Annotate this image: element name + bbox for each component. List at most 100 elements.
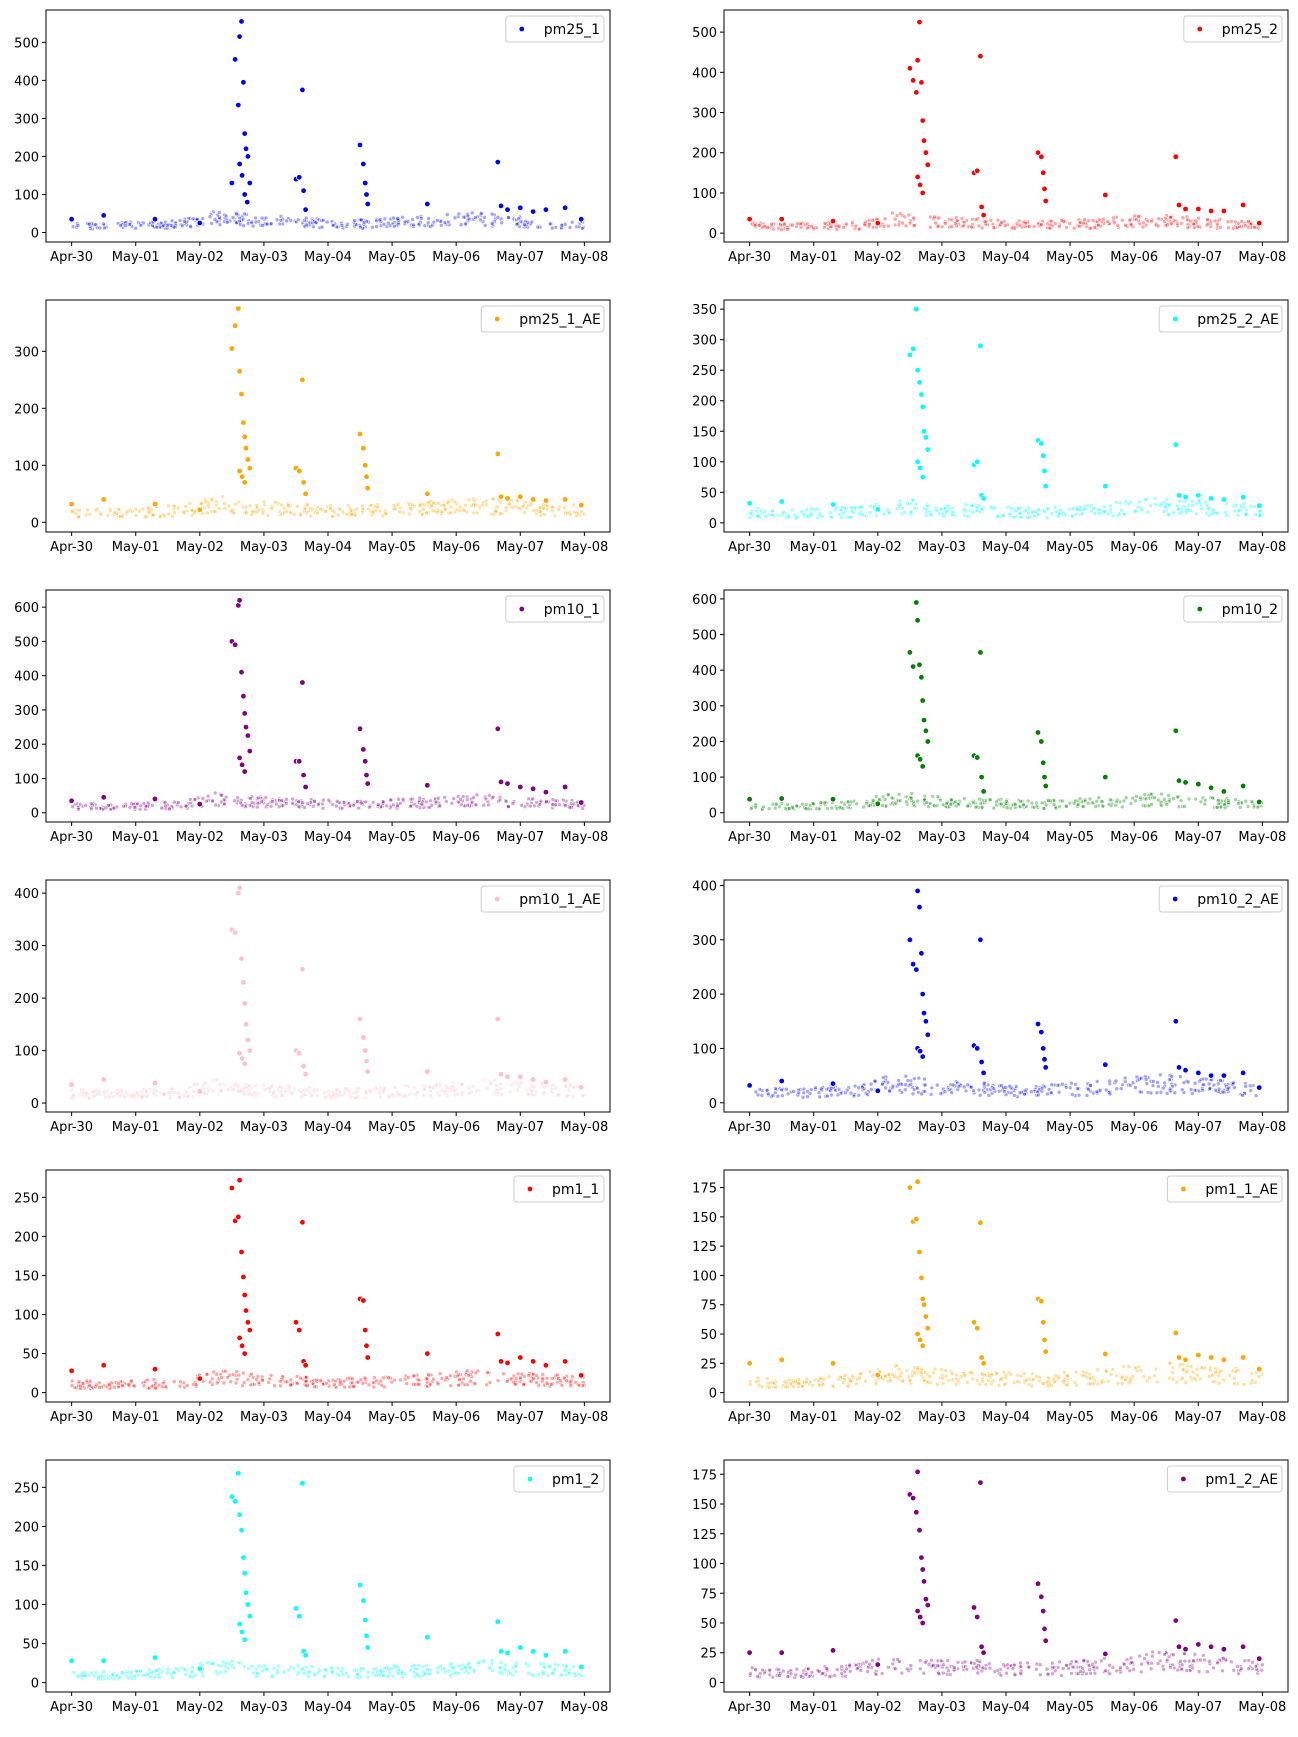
background-point	[516, 216, 522, 221]
background-point	[977, 1093, 983, 1098]
background-point	[366, 1382, 372, 1388]
background-point	[1134, 794, 1139, 799]
background-point	[1243, 1084, 1248, 1089]
data-point	[978, 773, 985, 781]
background-point	[796, 1381, 802, 1386]
background-point	[991, 504, 997, 510]
background-point	[284, 796, 289, 802]
background-point	[341, 1378, 347, 1384]
background-point	[1059, 218, 1064, 223]
background-point	[435, 1381, 441, 1387]
x-tick-label: May-01	[112, 250, 160, 265]
background-point	[507, 1089, 513, 1094]
y-tick-label: 250	[14, 1191, 39, 1206]
background-point	[856, 226, 862, 232]
background-point	[1139, 507, 1144, 513]
background-point	[547, 221, 553, 227]
background-point	[320, 805, 326, 811]
x-tick-label: May-08	[1238, 250, 1286, 265]
background-point	[384, 803, 390, 809]
background-point	[571, 502, 577, 508]
background-point	[1008, 1372, 1014, 1377]
background-point	[436, 795, 441, 801]
background-point	[489, 220, 495, 226]
background-point	[1198, 799, 1204, 805]
y-tick-label: 50	[700, 1328, 717, 1343]
data-point	[302, 783, 309, 791]
background-point	[1138, 1368, 1144, 1373]
background-point	[1023, 507, 1029, 513]
x-tick-label: May-03	[240, 830, 288, 845]
data-point	[151, 795, 159, 803]
data-point	[974, 458, 981, 465]
background-point	[445, 1093, 450, 1098]
background-point	[956, 1084, 962, 1089]
background-point	[822, 800, 828, 806]
background-point	[302, 805, 307, 810]
background-point	[982, 219, 988, 224]
background-point	[930, 794, 935, 799]
background-point	[1236, 801, 1241, 806]
background-point	[544, 1376, 550, 1381]
background-point	[307, 506, 313, 511]
background-point	[1147, 1375, 1152, 1380]
y-tick-label: 150	[692, 1498, 717, 1513]
data-point	[529, 208, 537, 215]
background-point	[782, 1379, 787, 1385]
background-point	[156, 1382, 162, 1388]
background-point	[69, 1378, 75, 1384]
background-point	[435, 1670, 441, 1675]
background-point	[849, 509, 854, 514]
background-point	[137, 806, 143, 812]
background-point	[1218, 225, 1223, 230]
background-point	[1143, 796, 1149, 802]
background-point	[965, 513, 970, 519]
background-point	[132, 804, 137, 810]
background-point	[542, 1085, 547, 1090]
legend: pm10_2	[1183, 595, 1283, 623]
background-point	[848, 799, 854, 805]
y-tick-label: 150	[692, 1211, 717, 1226]
background-point	[570, 1374, 575, 1379]
background-point	[827, 510, 833, 515]
legend-marker	[526, 1475, 534, 1483]
data-point	[494, 450, 501, 458]
background-point	[1041, 1381, 1046, 1386]
background-point	[459, 1666, 464, 1672]
background-point	[934, 507, 939, 513]
background-point	[348, 1094, 354, 1100]
background-point	[117, 514, 123, 519]
background-point	[807, 802, 813, 808]
background-point	[207, 214, 213, 220]
background-point	[127, 804, 133, 810]
background-point	[444, 212, 450, 217]
background-point	[1246, 1666, 1251, 1672]
background-point	[800, 1384, 805, 1389]
background-point	[836, 223, 842, 229]
background-point	[1034, 1667, 1039, 1672]
background-point	[785, 802, 791, 807]
background-point	[264, 221, 270, 227]
background-point	[251, 1670, 256, 1676]
background-point	[400, 510, 406, 516]
background-point	[1128, 1655, 1134, 1661]
background-point	[288, 1377, 294, 1383]
background-point	[1206, 1081, 1212, 1087]
background-point	[274, 1670, 280, 1676]
background-point	[1021, 802, 1026, 808]
background-point	[401, 1094, 407, 1099]
background-point	[1249, 1371, 1255, 1376]
x-tick-label: May-06	[1110, 830, 1158, 845]
background-point	[330, 223, 336, 228]
background-point	[230, 215, 236, 220]
data-point	[922, 149, 930, 156]
data-point	[360, 1034, 367, 1041]
x-tick-label: May-06	[432, 250, 480, 265]
background-point	[1189, 498, 1195, 504]
background-point	[934, 803, 940, 809]
data-point	[299, 86, 306, 94]
background-point	[975, 502, 981, 508]
background-point	[526, 796, 531, 802]
background-point	[801, 1086, 807, 1092]
background-point	[1049, 1082, 1054, 1088]
